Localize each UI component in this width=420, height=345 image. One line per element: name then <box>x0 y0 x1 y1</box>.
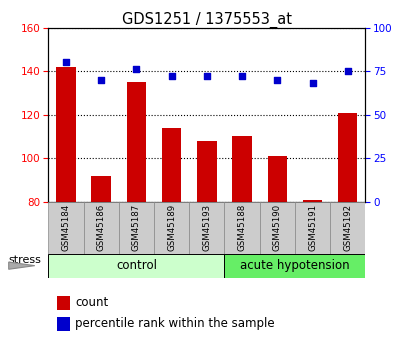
Bar <box>119 202 154 254</box>
Text: GSM45189: GSM45189 <box>167 204 176 251</box>
Point <box>63 60 69 65</box>
Bar <box>268 156 287 202</box>
Bar <box>154 202 189 254</box>
Point <box>133 67 140 72</box>
Text: GSM45188: GSM45188 <box>238 204 247 251</box>
Text: GSM45186: GSM45186 <box>97 204 106 251</box>
Bar <box>48 202 84 254</box>
Bar <box>338 112 357 202</box>
Point <box>168 73 175 79</box>
Text: GSM45193: GSM45193 <box>202 204 211 251</box>
Bar <box>197 141 217 202</box>
Text: percentile rank within the sample: percentile rank within the sample <box>75 317 275 331</box>
Text: stress: stress <box>9 255 42 265</box>
Point <box>98 77 105 83</box>
Point <box>239 73 245 79</box>
Text: acute hypotension: acute hypotension <box>240 259 350 272</box>
Bar <box>260 202 295 254</box>
Bar <box>84 202 119 254</box>
Point <box>344 68 351 74</box>
Bar <box>162 128 181 202</box>
Bar <box>127 82 146 202</box>
Text: count: count <box>75 296 108 309</box>
Point <box>274 77 281 83</box>
Bar <box>56 67 76 202</box>
Bar <box>224 202 260 254</box>
Bar <box>189 202 224 254</box>
Point <box>203 73 210 79</box>
Text: control: control <box>116 259 157 272</box>
Bar <box>92 176 111 202</box>
Bar <box>303 200 322 202</box>
Bar <box>57 296 70 310</box>
Bar <box>232 137 252 202</box>
Bar <box>57 317 70 331</box>
Bar <box>330 202 365 254</box>
Point <box>309 81 316 86</box>
Title: GDS1251 / 1375553_at: GDS1251 / 1375553_at <box>122 11 292 28</box>
Text: GSM45184: GSM45184 <box>61 204 71 251</box>
Text: GSM45190: GSM45190 <box>273 204 282 251</box>
Bar <box>48 254 224 278</box>
Bar <box>295 202 330 254</box>
Text: GSM45187: GSM45187 <box>132 204 141 251</box>
Text: GSM45191: GSM45191 <box>308 204 317 251</box>
Polygon shape <box>9 262 35 269</box>
Bar <box>224 254 365 278</box>
Text: GSM45192: GSM45192 <box>343 204 352 251</box>
